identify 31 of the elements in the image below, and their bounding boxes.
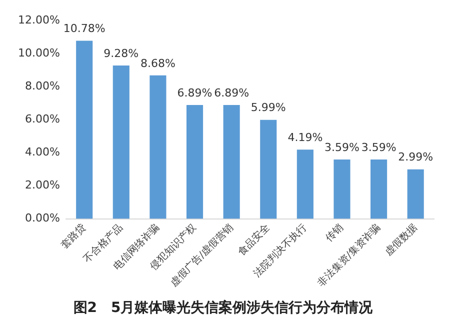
- x-tick-label: 套路贷: [58, 221, 88, 252]
- data-label: 10.78%: [63, 22, 106, 36]
- bar: [407, 169, 424, 219]
- data-label: 5.99%: [250, 101, 286, 114]
- x-tick-label: 传销: [324, 222, 346, 244]
- x-tick-label: 虚假数据: [382, 221, 420, 258]
- y-tick-label: 10.00%: [18, 46, 60, 60]
- y-tick-label: 12.00%: [18, 13, 60, 26]
- bar: [296, 150, 314, 219]
- bar: [223, 104, 240, 219]
- data-label: 3.59%: [324, 140, 360, 154]
- bar: [76, 40, 93, 219]
- y-tick-label: 8.00%: [24, 80, 60, 93]
- y-tick-label: 2.00%: [24, 178, 60, 192]
- bar: [150, 75, 166, 219]
- y-tick-label: 0.00%: [24, 212, 60, 225]
- y-tick-label: 6.00%: [24, 112, 60, 126]
- bar: [260, 120, 277, 219]
- bar: [334, 159, 350, 219]
- data-label: 8.68%: [140, 56, 176, 70]
- data-label: 6.89%: [214, 86, 250, 100]
- bar: [186, 104, 204, 219]
- bar: [112, 66, 130, 219]
- data-label: 4.19%: [288, 130, 323, 144]
- data-label: 6.89%: [177, 86, 212, 100]
- y-tick-label: 4.00%: [24, 146, 60, 159]
- data-label: 9.28%: [104, 46, 139, 60]
- text: 图2 5月媒体曝光失信案例涉失信行为分布情况: [73, 299, 374, 316]
- data-label: 2.99%: [398, 150, 434, 164]
- bar: [370, 159, 388, 219]
- data-label: 3.59%: [361, 140, 396, 154]
